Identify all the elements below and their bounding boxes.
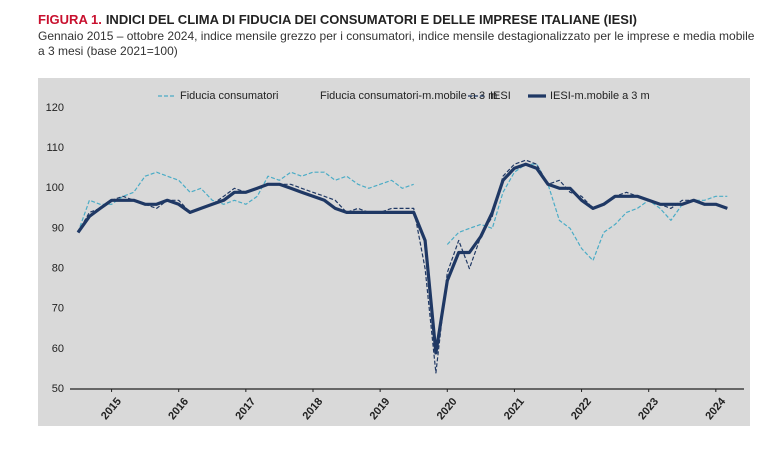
y-tick-label: 90 [52,222,64,234]
y-tick-label: 50 [52,383,64,395]
title-block: FIGURA 1. INDICI DEL CLIMA DI FIDUCIA DEI… [38,12,758,27]
series-line [446,163,728,262]
chart-title: INDICI DEL CLIMA DI FIDUCIA DEI CONSUMAT… [105,12,637,27]
chart-subtitle: Gennaio 2015 – ottobre 2024, indice mens… [38,29,755,58]
legend-label: Fiducia consumatori [180,90,278,102]
series-line [446,163,728,246]
plot-background [38,78,750,426]
legend-label: Fiducia consumatori-m.mobile a 3 m [320,90,497,102]
header: FIGURA 1. INDICI DEL CLIMA DI FIDUCIA DEI… [38,12,758,59]
figure-label: FIGURA 1. [38,12,102,27]
y-tick-label: 120 [46,102,64,114]
series-line [76,162,728,355]
y-tick-label: 80 [52,262,64,274]
legend-label: IESI [490,90,511,102]
y-tick-label: 100 [46,182,64,194]
series-line [77,171,414,233]
legend-label: IESI-m.mobile a 3 m [550,90,650,102]
y-tick-label: 60 [52,343,64,355]
y-tick-label: 110 [46,142,64,154]
y-tick-label: 70 [52,303,64,315]
